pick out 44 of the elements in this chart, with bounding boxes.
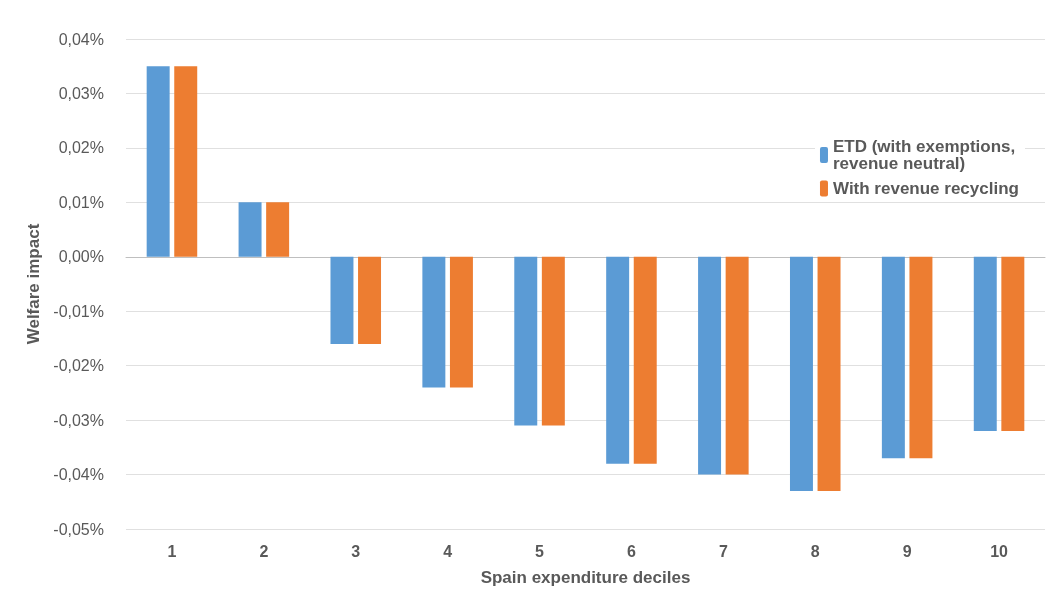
y-tick-label: 0,03%: [58, 84, 104, 102]
x-tick-label: 9: [902, 542, 912, 560]
bar: [725, 256, 749, 475]
bar: [449, 256, 473, 388]
y-axis-title: Welfare impact: [24, 223, 44, 345]
x-tick-label: 7: [718, 542, 728, 560]
y-tick-label: 0,04%: [58, 30, 104, 48]
x-tick-label: 5: [535, 542, 545, 560]
bar: [330, 256, 354, 344]
bar: [633, 256, 657, 464]
bar: [146, 66, 170, 257]
x-tick-label: 3: [351, 542, 361, 560]
x-tick-label: 4: [443, 542, 453, 560]
bar: [541, 256, 565, 426]
bar: [358, 256, 382, 344]
bar: [973, 256, 997, 431]
bar: [238, 202, 262, 257]
bar: [606, 256, 630, 464]
bar: [514, 256, 538, 426]
y-tick-label: -0,05%: [53, 520, 104, 538]
x-axis-title: Spain expenditure deciles: [480, 568, 691, 587]
bar: [789, 256, 813, 491]
y-tick-label: -0,03%: [53, 411, 104, 429]
y-tick-label: -0,04%: [53, 466, 104, 484]
x-tick-label: 1: [167, 542, 177, 560]
bar: [1001, 256, 1025, 431]
y-tick-label: -0,02%: [53, 357, 104, 375]
x-tick-label: 8: [810, 542, 820, 560]
y-tick-label: 0,01%: [58, 193, 104, 211]
legend-label: ETD (with exemptions, revenue neutral): [832, 137, 1021, 173]
x-tick-label: 10: [990, 542, 1009, 560]
bar: [422, 256, 446, 388]
bar: [698, 256, 722, 475]
bar: [266, 202, 290, 257]
x-tick-label: 6: [627, 542, 636, 560]
x-tick-label: 2: [259, 542, 269, 560]
bar: [909, 256, 933, 459]
y-tick-label: 0,00%: [58, 248, 104, 266]
y-tick-label: -0,01%: [53, 302, 104, 320]
legend-label: With revenue recycling: [832, 179, 1019, 198]
bar: [817, 256, 841, 491]
y-tick-label: 0,02%: [58, 139, 104, 157]
bar: [174, 66, 198, 257]
bar: [881, 256, 905, 459]
